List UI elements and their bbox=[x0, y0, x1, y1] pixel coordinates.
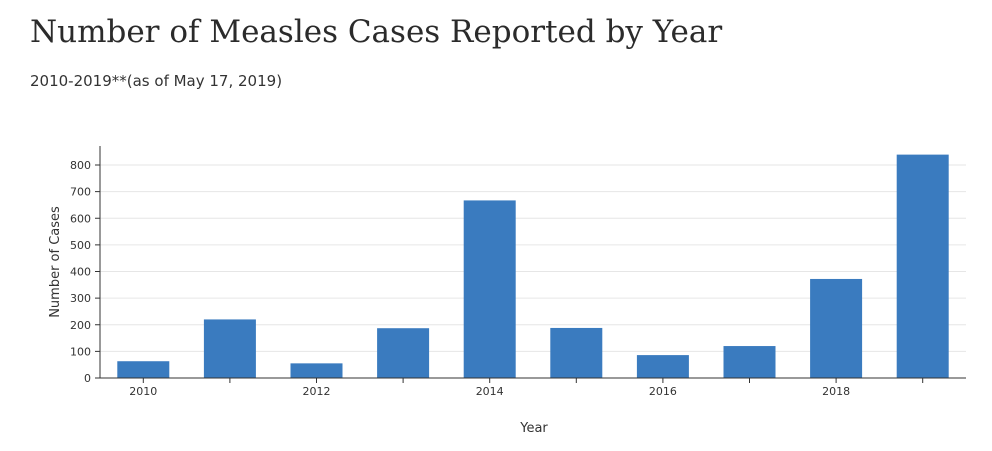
bar-2018 bbox=[810, 278, 863, 378]
bar-2012 bbox=[290, 363, 343, 378]
x-tick-label: 2010 bbox=[129, 385, 157, 398]
y-axis: 0 100 200 300 400 500 600 700 800 bbox=[70, 146, 101, 385]
bar-2013 bbox=[377, 328, 430, 378]
x-axis-label: Year bbox=[519, 421, 548, 436]
bar-2017 bbox=[723, 346, 776, 378]
y-tick-label: 600 bbox=[70, 212, 91, 225]
x-tick-label: 2016 bbox=[649, 385, 677, 398]
y-tick-label: 400 bbox=[70, 266, 91, 279]
y-axis-label: Number of Cases bbox=[48, 206, 63, 318]
bars bbox=[117, 154, 949, 378]
y-tick-label: 200 bbox=[70, 319, 91, 332]
chart-title: Number of Measles Cases Reported by Year bbox=[30, 14, 723, 50]
bar-2011 bbox=[203, 319, 256, 378]
y-tick-label: 300 bbox=[70, 292, 91, 305]
y-tick-label: 500 bbox=[70, 239, 91, 252]
y-tick-label: 700 bbox=[70, 186, 91, 199]
y-tick-label: 0 bbox=[84, 372, 91, 385]
x-tick-label: 2014 bbox=[476, 385, 504, 398]
x-tick-label: 2018 bbox=[822, 385, 850, 398]
y-tick-label: 800 bbox=[70, 159, 91, 172]
y-tick-label: 100 bbox=[70, 345, 91, 358]
bar-2014 bbox=[463, 200, 516, 378]
bar-2010 bbox=[117, 361, 170, 378]
x-tick-label: 2012 bbox=[303, 385, 331, 398]
bar-2015 bbox=[550, 327, 603, 378]
bar-2019 bbox=[896, 154, 949, 378]
bar-2016 bbox=[636, 355, 689, 378]
chart-subtitle: 2010-2019**(as of May 17, 2019) bbox=[30, 72, 283, 90]
x-axis: 2010 2012 2014 2016 2018 bbox=[100, 377, 966, 398]
